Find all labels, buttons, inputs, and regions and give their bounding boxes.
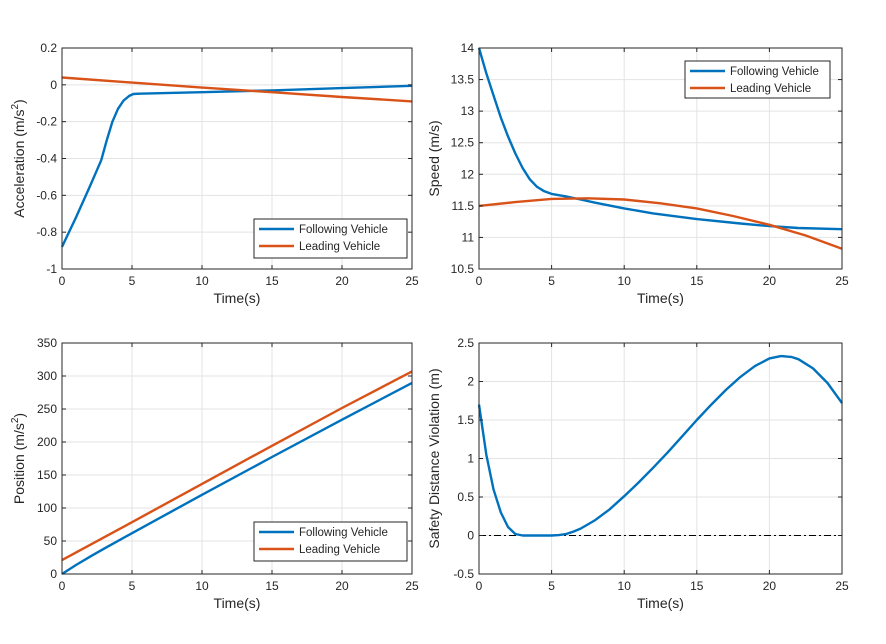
axes-frame bbox=[61, 342, 413, 575]
y-tick-label: 0.5 bbox=[457, 490, 474, 504]
y-axis-label: Acceleration (m/s2) bbox=[10, 99, 27, 217]
x-tick-label: 15 bbox=[690, 579, 704, 593]
x-tick-label: 0 bbox=[476, 579, 483, 593]
series-line-following bbox=[61, 381, 413, 576]
x-axis-label: Time(s) bbox=[214, 290, 261, 306]
legend-box bbox=[253, 218, 408, 259]
y-axis-label-text: Acceleration (m/s bbox=[11, 110, 27, 218]
y-tick-label: -0.4 bbox=[36, 152, 57, 166]
legend-label: Leading Vehicle bbox=[299, 241, 380, 253]
y-tick-label: 200 bbox=[37, 435, 57, 449]
y-axis-label-text: Speed (m/s) bbox=[426, 120, 442, 196]
axes-frame bbox=[478, 47, 843, 270]
y-tick-label: -0.5 bbox=[453, 567, 474, 581]
x-tick-label: 15 bbox=[690, 274, 704, 288]
y-tick-label: 2 bbox=[467, 375, 474, 389]
legend: Following Vehicle Leading Vehicle bbox=[253, 521, 408, 562]
x-tick-label: 5 bbox=[548, 274, 555, 288]
legend-box bbox=[253, 521, 408, 562]
y-tick-label: 12.5 bbox=[451, 136, 475, 150]
x-tick-label: 20 bbox=[763, 274, 777, 288]
y-tick-label: 10.5 bbox=[451, 262, 475, 276]
y-tick-label: 1 bbox=[467, 452, 474, 466]
legend: Following Vehicle Leading Vehicle bbox=[253, 218, 408, 259]
subplot-2: 0 5 10 15 20 25 10.5 11 11.5 12 12.5 13 13.5 14 Time(s… bbox=[426, 41, 849, 306]
y-tick-label: 2.5 bbox=[457, 336, 474, 350]
subplot-1: 0 5 10 15 20 25 -1 -0.8 -0.6 -0.4 -0.2 0 0.2 Time(s) A… bbox=[10, 41, 419, 306]
x-tick-label: 10 bbox=[618, 274, 632, 288]
x-tick-label: 0 bbox=[59, 274, 66, 288]
y-tick-label: 14 bbox=[461, 41, 475, 55]
x-tick-label: 0 bbox=[59, 579, 66, 593]
x-tick-label: 0 bbox=[476, 274, 483, 288]
y-axis-label-end: ) bbox=[11, 99, 27, 104]
x-tick-label: 20 bbox=[335, 579, 349, 593]
y-tick-label: 12 bbox=[461, 167, 475, 181]
y-tick-label: 13.5 bbox=[451, 73, 475, 87]
x-tick-label: 25 bbox=[835, 274, 849, 288]
x-tick-label: 15 bbox=[265, 274, 279, 288]
series-line-leading bbox=[478, 197, 843, 250]
x-tick-label: 5 bbox=[129, 579, 136, 593]
y-tick-label: 300 bbox=[37, 369, 57, 383]
series-line-following bbox=[477, 47, 843, 231]
y-tick-label: -0.6 bbox=[36, 188, 57, 202]
series-line-leading bbox=[61, 76, 413, 103]
y-tick-label: 1.5 bbox=[457, 413, 474, 427]
y-tick-label: 250 bbox=[37, 402, 57, 416]
y-tick-label: 350 bbox=[37, 336, 57, 350]
y-axis-label: Safety Distance Violation (m) bbox=[426, 368, 442, 548]
x-tick-label: 5 bbox=[548, 579, 555, 593]
subplot-3: 0 5 10 15 20 25050100150200250300350Time(s)Po… bbox=[10, 336, 419, 611]
x-tick-label: 5 bbox=[129, 274, 136, 288]
y-tick-label: 100 bbox=[37, 501, 57, 515]
subplot-4: 0 5 10 15 20 25-0.500.511.522.5Time(s)Safety … bbox=[426, 336, 849, 611]
x-tick-label: 10 bbox=[618, 579, 632, 593]
y-tick-label: -0.2 bbox=[36, 115, 57, 129]
legend-label: Leading Vehicle bbox=[730, 83, 811, 95]
y-axis-label: Position (m/s2) bbox=[10, 413, 27, 504]
y-axis-label-end: ) bbox=[11, 413, 27, 418]
x-axis-label: Time(s) bbox=[637, 290, 684, 306]
y-tick-label: -1 bbox=[46, 262, 57, 276]
legend-label: Leading Vehicle bbox=[299, 544, 380, 556]
y-tick-label: 0 bbox=[50, 78, 57, 92]
y-axis-label: Speed (m/s) bbox=[426, 120, 442, 196]
x-tick-label: 10 bbox=[195, 579, 209, 593]
y-tick-label: 0 bbox=[50, 567, 57, 581]
x-tick-label: 15 bbox=[265, 579, 279, 593]
x-axis-label: Time(s) bbox=[214, 595, 261, 611]
y-axis-label-superscript: 2 bbox=[10, 417, 21, 423]
x-tick-label: 10 bbox=[195, 274, 209, 288]
legend: Following Vehicle Leading Vehicle bbox=[684, 60, 831, 99]
y-tick-label: 11 bbox=[462, 230, 475, 244]
x-tick-label: 25 bbox=[835, 579, 849, 593]
series-line-following bbox=[477, 354, 843, 537]
y-axis-label-text: Position (m/s bbox=[11, 423, 27, 504]
x-tick-label: 25 bbox=[405, 579, 419, 593]
y-tick-label: 11.5 bbox=[452, 199, 475, 213]
y-tick-label: 150 bbox=[37, 468, 57, 482]
x-tick-label: 20 bbox=[763, 579, 777, 593]
series-line-leading bbox=[61, 370, 413, 562]
x-tick-label: 25 bbox=[405, 274, 419, 288]
y-tick-label: 0 bbox=[467, 529, 474, 543]
legend-label: Following Vehicle bbox=[299, 224, 388, 236]
x-axis-label: Time(s) bbox=[637, 595, 684, 611]
x-tick-label: 20 bbox=[335, 274, 349, 288]
y-axis-label-text: Safety Distance Violation (m) bbox=[426, 368, 442, 548]
y-tick-label: -0.8 bbox=[36, 225, 57, 239]
y-tick-label: 0.2 bbox=[40, 41, 57, 55]
y-tick-label: 50 bbox=[44, 534, 58, 548]
legend-label: Following Vehicle bbox=[730, 66, 819, 78]
y-tick-label: 13 bbox=[461, 104, 475, 118]
legend-label: Following Vehicle bbox=[299, 527, 388, 539]
y-axis-label-superscript: 2 bbox=[10, 104, 21, 110]
legend-box bbox=[684, 60, 831, 99]
